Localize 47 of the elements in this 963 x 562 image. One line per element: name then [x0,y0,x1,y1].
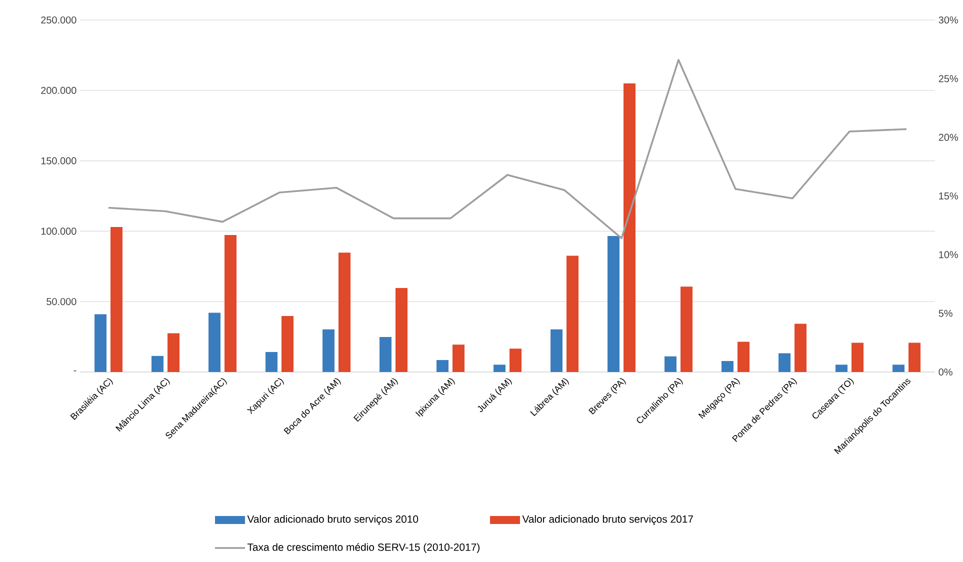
bar [338,252,351,372]
bar [566,256,579,372]
bar [110,226,122,372]
bar [722,361,734,372]
bar [168,333,180,372]
bar [624,83,636,372]
y-tick-label: 50.000 [46,298,76,306]
bar [778,353,791,372]
bar [908,342,921,372]
bar [282,316,294,372]
bar [224,235,237,372]
legend-label: Valor adicionado bruto serviços 2017 [522,515,693,525]
bar [396,288,408,372]
y-tick-label: 150.000 [41,157,76,164]
y-tick-label: 200.000 [41,86,76,94]
legend-label: Valor adicionado bruto serviços 2010 [247,515,418,525]
y2-tick-label: 5% [938,310,952,317]
y2-tick-label: 30% [938,16,958,24]
bar [494,364,506,372]
y-tick-label: 100.000 [41,228,76,235]
legend-label: Taxa de crescimento médio SERV-15 (2010-2017) [247,543,480,553]
y2-tick-label: 25% [938,75,958,82]
line-series [108,58,908,240]
bar [680,286,693,372]
y2-tick-label: 20% [938,134,958,141]
bar [664,356,677,372]
bar [852,342,864,372]
bar [836,364,848,372]
y2-tick-label: 0% [938,368,952,376]
bar [152,356,164,372]
bar [452,344,465,372]
bar [550,329,563,372]
y2-tick-label: 10% [939,251,958,258]
y2-tick-label: 15% [939,192,958,200]
y-tick-label: - [74,370,76,372]
bar [266,352,278,372]
bar [794,324,807,372]
bar [380,336,392,372]
bar [892,364,905,372]
bar [322,329,335,372]
y-tick-label: 250.000 [41,16,76,24]
bar [738,342,750,372]
bar [510,348,522,372]
bar [436,360,449,372]
bar [94,314,106,372]
bar [208,312,221,372]
bar [608,236,620,372]
